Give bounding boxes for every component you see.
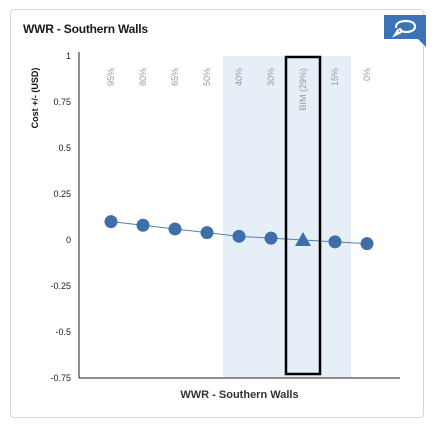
data-point[interactable] <box>200 226 214 240</box>
chat-bubble-icon <box>384 15 426 47</box>
data-point[interactable] <box>168 222 182 236</box>
y-tick-label: -0.25 <box>50 281 71 291</box>
y-tick-label: -0.5 <box>55 327 71 337</box>
data-point-baseline[interactable] <box>295 232 311 246</box>
category-label: 50% <box>202 68 212 86</box>
y-tick-label: 0 <box>66 235 71 245</box>
selection-frame <box>284 55 322 376</box>
data-point[interactable] <box>328 235 342 249</box>
y-tick-label: 0.5 <box>58 143 71 153</box>
x-axis-title: WWR - Southern Walls <box>180 389 298 401</box>
category-label: 65% <box>170 68 180 86</box>
y-tick-label: 0.25 <box>53 189 71 199</box>
corner-button[interactable] <box>384 15 426 47</box>
y-tick-label: 0.75 <box>53 97 71 107</box>
data-point[interactable] <box>360 237 374 251</box>
data-point[interactable] <box>136 218 150 232</box>
y-tick-label: -0.75 <box>50 373 71 383</box>
data-point[interactable] <box>232 229 246 243</box>
category-label: 0% <box>362 68 372 81</box>
data-point[interactable] <box>264 231 278 245</box>
category-label: 80% <box>138 68 148 86</box>
category-label: BIM (29%) <box>298 68 308 111</box>
y-tick-label: 1 <box>66 51 71 61</box>
category-label: 95% <box>106 68 116 86</box>
y-axis-title: Cost +/- (USD) <box>30 68 40 129</box>
category-label: 40% <box>234 68 244 86</box>
data-point[interactable] <box>104 215 118 229</box>
category-label: 30% <box>266 68 276 86</box>
category-label: 15% <box>330 68 340 86</box>
card-title: WWR - Southern Walls <box>23 22 148 36</box>
